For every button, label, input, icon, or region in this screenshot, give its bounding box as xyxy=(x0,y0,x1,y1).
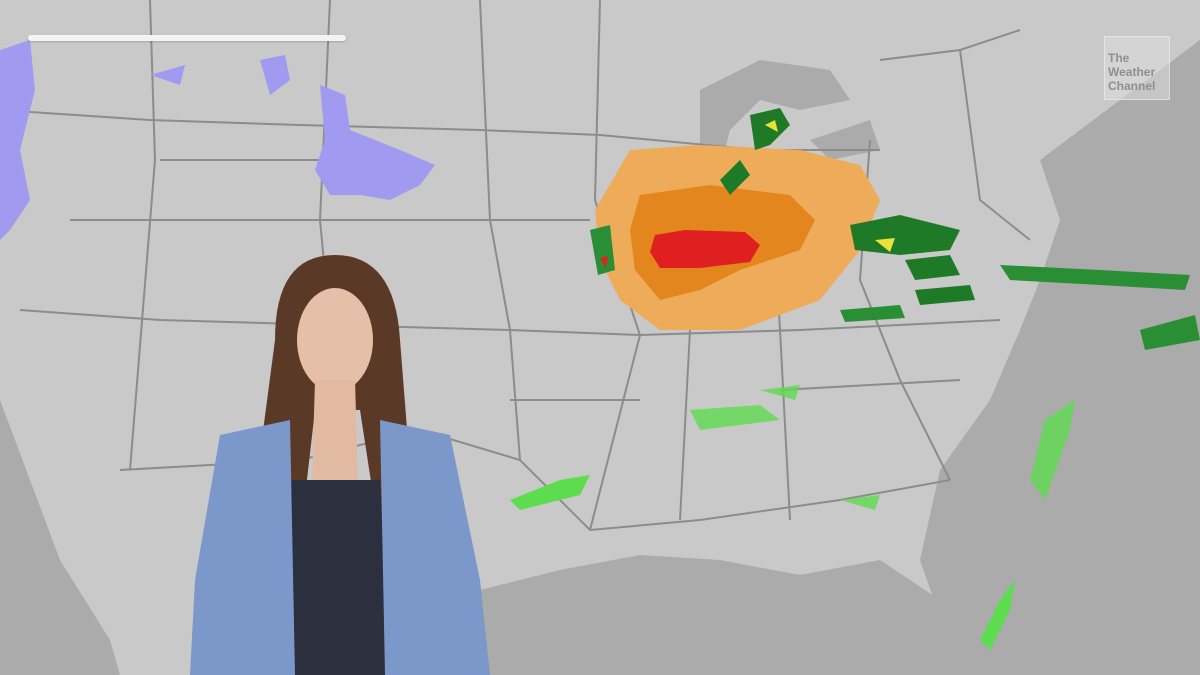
logo-line-1: The xyxy=(1108,51,1130,65)
severe-risk-area xyxy=(595,145,880,330)
weather-channel-logo: The Weather Channel xyxy=(1104,36,1170,100)
presenter-face xyxy=(297,288,373,392)
presenter-neck xyxy=(312,380,358,480)
risk-high xyxy=(650,230,760,268)
presenter-blazer xyxy=(190,420,490,675)
gulf-of-mexico xyxy=(480,555,960,675)
logo-line-2: Weather xyxy=(1108,65,1156,79)
pacific-ocean xyxy=(0,400,120,675)
presenter xyxy=(190,255,490,675)
logo-line-3: Channel xyxy=(1108,79,1156,93)
snow-band xyxy=(0,40,435,240)
progress-bar xyxy=(28,35,346,41)
rain-areas xyxy=(510,108,1200,650)
presenter-blouse xyxy=(285,480,390,675)
great-lakes xyxy=(700,60,880,170)
atlantic-ocean xyxy=(920,40,1200,675)
